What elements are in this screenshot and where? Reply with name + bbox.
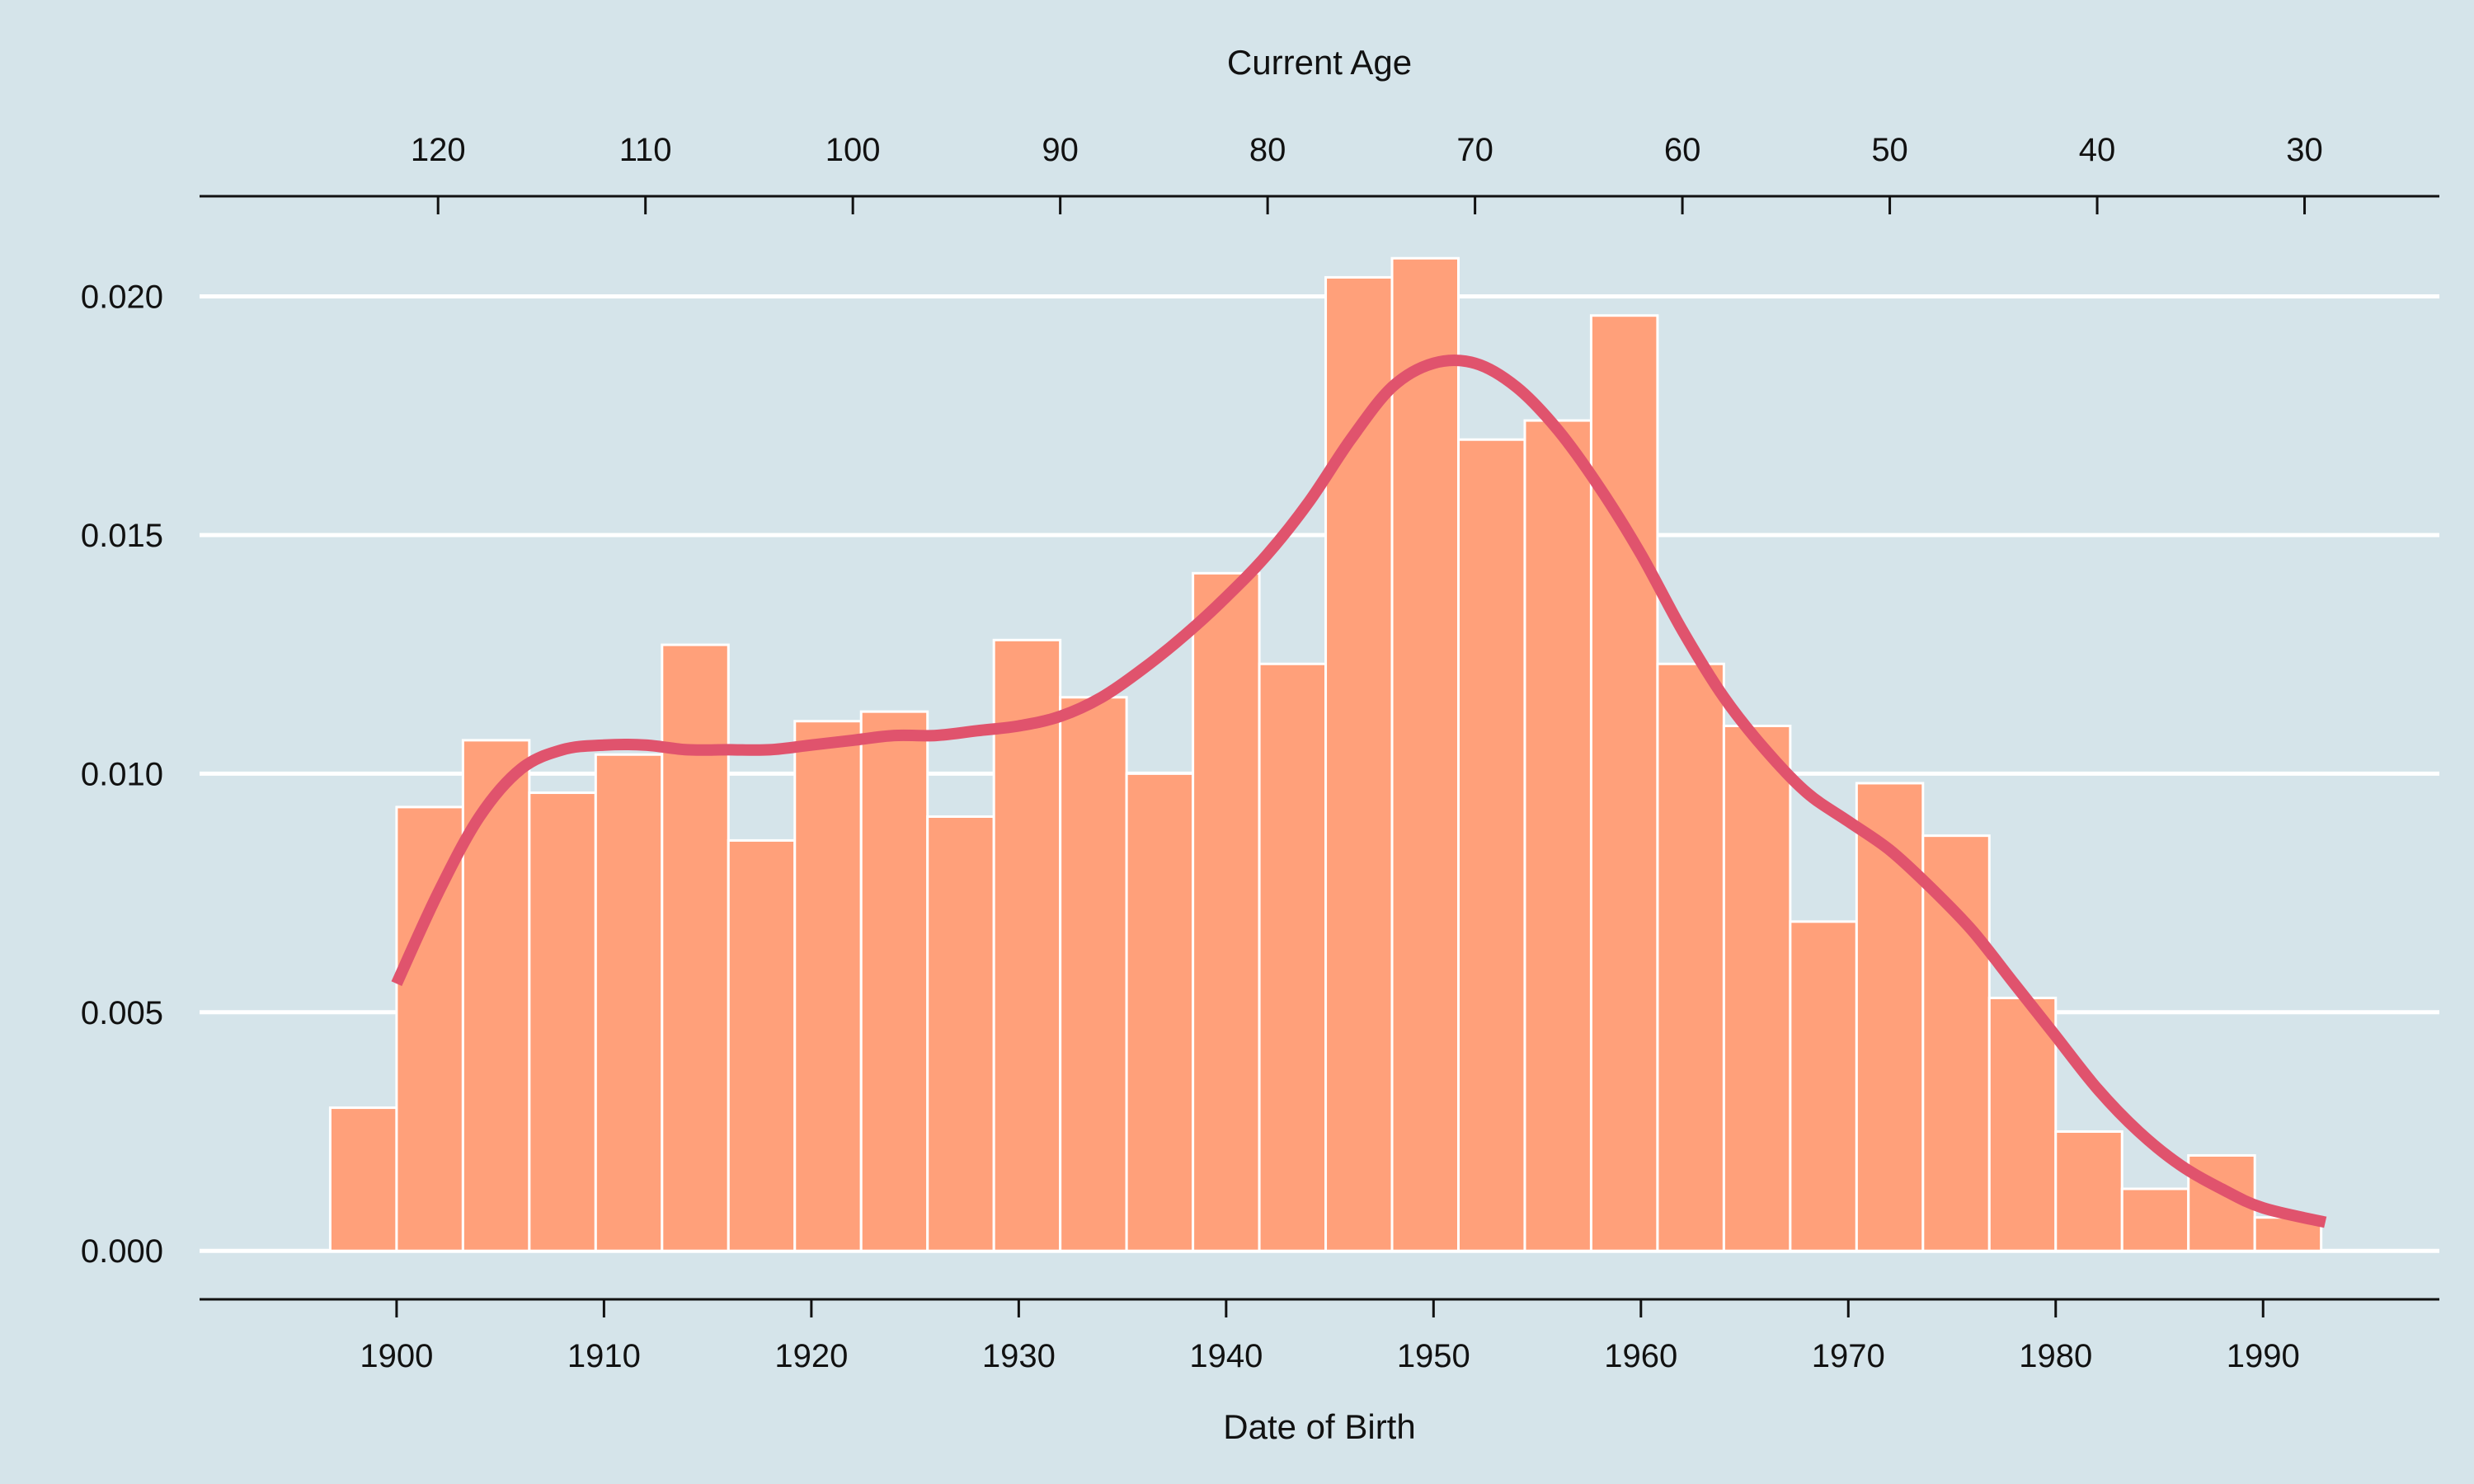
top-tick-label: 40 <box>2079 132 2116 168</box>
histogram-bar <box>1855 782 1925 1252</box>
histogram-bar <box>594 753 664 1252</box>
top-axis-title: Current Age <box>1227 43 1412 82</box>
bottom-tick-label: 1920 <box>774 1338 848 1374</box>
histogram-bar <box>1987 996 2058 1252</box>
histogram-bar <box>1456 438 1526 1252</box>
density-curve-layer <box>391 355 2327 1228</box>
bottom-tick-label: 1900 <box>360 1338 433 1374</box>
density-curve <box>391 355 2327 1228</box>
bottom-tick-label: 1960 <box>1604 1338 1677 1374</box>
histogram-bar <box>2120 1187 2190 1252</box>
histogram-bar <box>461 739 531 1252</box>
y-tick-label: 0.005 <box>81 995 163 1031</box>
histogram-bar <box>1125 772 1195 1252</box>
top-tick-label: 90 <box>1042 132 1079 168</box>
histogram-bars <box>328 256 2323 1252</box>
histogram-bar <box>1059 696 1128 1252</box>
bottom-tick-label: 1980 <box>2019 1338 2092 1374</box>
bottom-axis-title: Date of Birth <box>1223 1407 1415 1446</box>
bottom-tick-label: 1990 <box>2227 1338 2300 1374</box>
top-tick-label: 120 <box>411 132 466 168</box>
y-tick-label: 0.000 <box>81 1233 163 1270</box>
top-tick-label: 50 <box>1871 132 1908 168</box>
top-tick-label: 60 <box>1664 132 1701 168</box>
histogram-bar <box>328 1106 398 1252</box>
top-tick-label: 30 <box>2286 132 2323 168</box>
histogram-bar <box>1789 920 1858 1252</box>
histogram-bar <box>1192 571 1261 1252</box>
top-tick-label: 100 <box>825 132 881 168</box>
bottom-tick-label: 1950 <box>1397 1338 1470 1374</box>
bottom-tick-label: 1910 <box>567 1338 641 1374</box>
top-tick-label: 80 <box>1249 132 1286 168</box>
histogram-bar <box>926 815 995 1252</box>
tick-labels: 0.000 0.005 0.010 0.015 0.020 1900 1910 1920 193… <box>81 132 2323 1374</box>
y-tick-label: 0.015 <box>81 518 163 554</box>
histogram-bar <box>992 638 1062 1252</box>
histogram-bar <box>1390 256 1460 1252</box>
bottom-tick-label: 1940 <box>1189 1338 1263 1374</box>
histogram-bar <box>1589 314 1659 1252</box>
histogram-bar <box>661 643 730 1252</box>
histogram-bar <box>727 838 797 1252</box>
bottom-tick-label: 1930 <box>982 1338 1056 1374</box>
axes <box>200 195 2439 1317</box>
histogram-bar <box>1523 419 1592 1252</box>
top-tick-label: 110 <box>619 132 672 168</box>
histogram-bar <box>395 805 464 1252</box>
y-tick-label: 0.020 <box>81 279 163 316</box>
histogram-bar <box>2054 1130 2124 1252</box>
histogram-bar <box>1656 662 1725 1252</box>
y-tick-label: 0.010 <box>81 756 163 792</box>
histogram-bar <box>1921 834 1991 1252</box>
histogram-bar <box>528 791 597 1252</box>
bottom-tick-label: 1970 <box>1812 1338 1885 1374</box>
histogram-bar <box>859 710 929 1252</box>
top-tick-label: 70 <box>1456 132 1493 168</box>
histogram-bar <box>1722 725 1792 1252</box>
histogram-bar <box>1258 662 1328 1252</box>
histogram-bar <box>793 720 863 1252</box>
